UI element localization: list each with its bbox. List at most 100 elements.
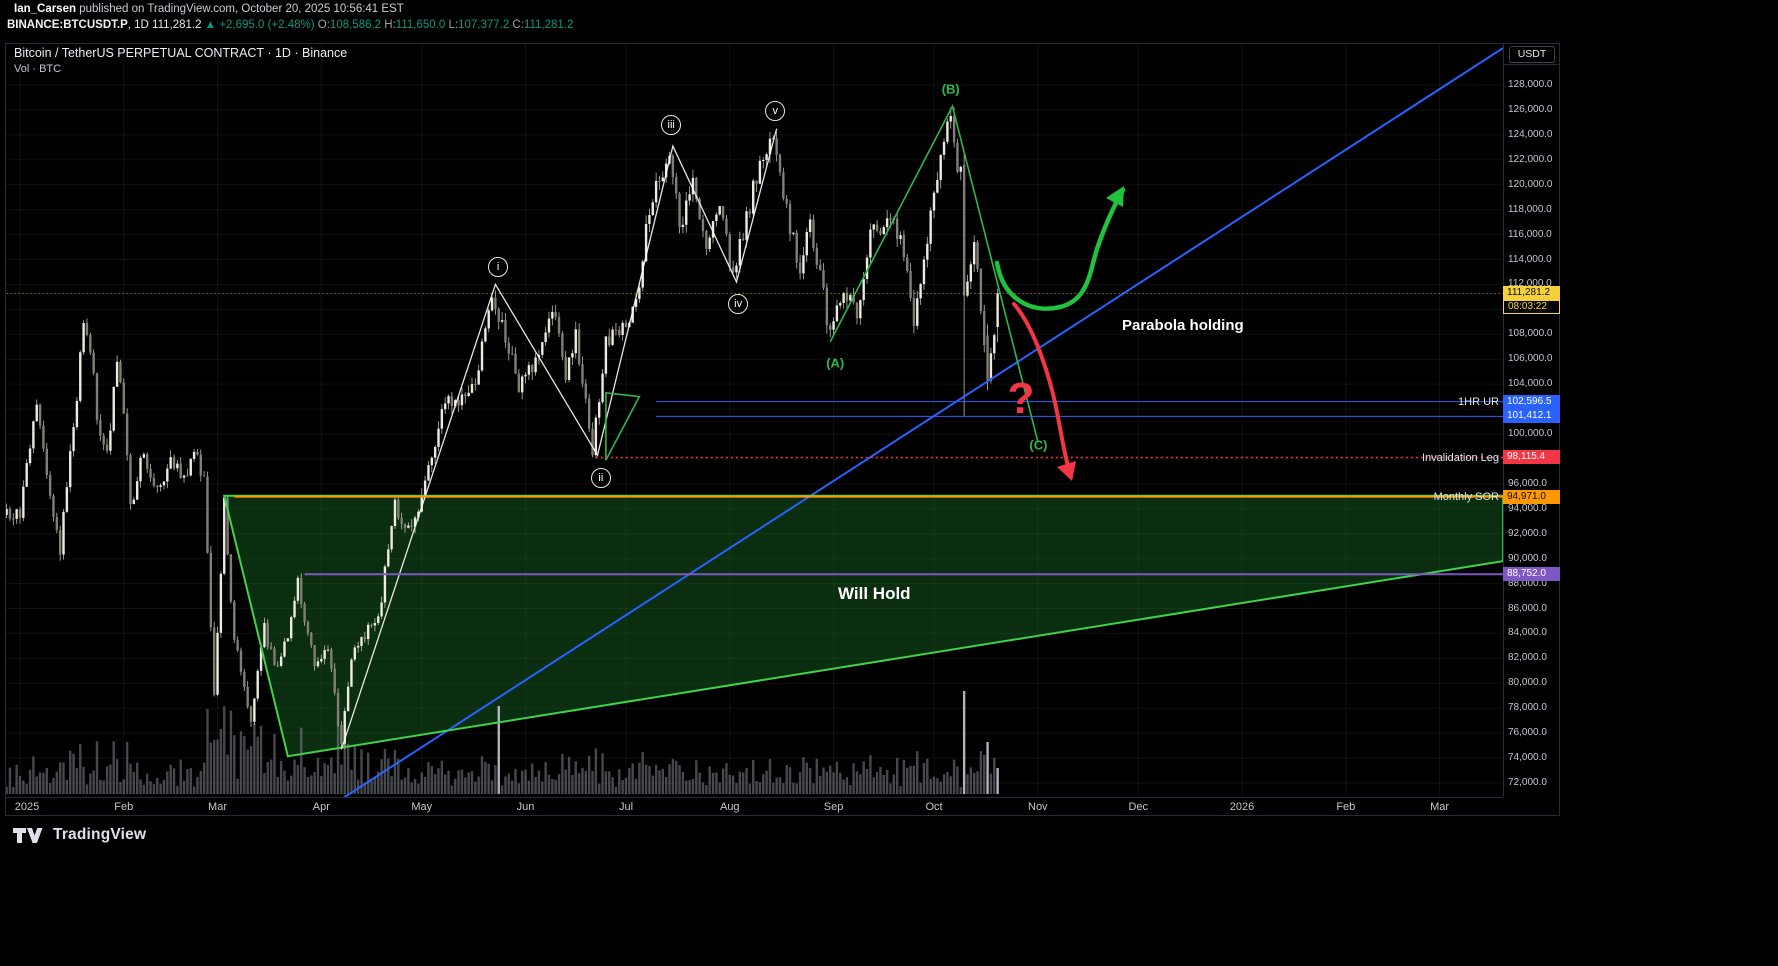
volume-bar bbox=[537, 770, 541, 794]
volume-bar bbox=[276, 776, 279, 794]
volume-bar bbox=[102, 780, 105, 794]
volume-bar bbox=[12, 787, 15, 794]
volume-bar bbox=[510, 780, 514, 794]
candle-body bbox=[109, 430, 112, 451]
ohlc-value: 111,281.2 bbox=[523, 19, 574, 31]
candle-body bbox=[72, 427, 75, 452]
volume-bar bbox=[400, 779, 403, 794]
candles-layer bbox=[5, 107, 999, 750]
volume-bar bbox=[82, 766, 85, 794]
candle-body bbox=[507, 342, 511, 354]
price-tick-label: 96,000.0 bbox=[1508, 477, 1547, 489]
abc-label-A: (A) bbox=[826, 355, 845, 371]
price-tick-label: 88,000.0 bbox=[1508, 577, 1547, 589]
volume-bar bbox=[273, 733, 276, 794]
candle-body bbox=[433, 446, 437, 458]
price-tick-label: 72,000.0 bbox=[1508, 777, 1547, 788]
volume-bar bbox=[711, 772, 715, 794]
volume-bar bbox=[269, 759, 273, 794]
candle-body bbox=[139, 457, 142, 482]
volume-bar bbox=[557, 774, 561, 794]
volume-bar bbox=[571, 775, 574, 794]
volume-bar bbox=[105, 766, 109, 794]
candle-body bbox=[768, 138, 772, 155]
candle-body bbox=[474, 384, 477, 386]
candle-body bbox=[715, 214, 718, 222]
candle-body bbox=[862, 278, 865, 301]
volume-bar bbox=[614, 786, 618, 794]
price-tick-label: 78,000.0 bbox=[1508, 702, 1547, 714]
candle-body bbox=[986, 335, 989, 381]
volume-bar bbox=[226, 754, 229, 794]
volume-bar bbox=[644, 764, 648, 794]
volume-bar bbox=[65, 779, 69, 794]
volume-bar bbox=[872, 777, 875, 794]
volume-bar bbox=[561, 753, 564, 794]
volume-bar bbox=[715, 772, 718, 794]
volume-bar bbox=[28, 769, 32, 794]
candle-body bbox=[226, 497, 229, 555]
candle-body bbox=[249, 706, 253, 722]
candle-body bbox=[721, 206, 725, 219]
volume-bar bbox=[460, 769, 464, 794]
tradingview-logo[interactable]: TradingView bbox=[12, 826, 146, 844]
volume-bar bbox=[487, 763, 490, 794]
volume-bar bbox=[279, 760, 283, 794]
candle-body bbox=[105, 444, 109, 451]
candle-body bbox=[842, 292, 845, 303]
price-tick-label: 116,000.0 bbox=[1508, 228, 1552, 240]
candle-body bbox=[936, 180, 939, 193]
candle-body bbox=[55, 516, 59, 531]
candle-body bbox=[731, 267, 735, 273]
volume-bar bbox=[865, 768, 869, 794]
volume-bar bbox=[534, 776, 537, 794]
candle-body bbox=[95, 373, 99, 421]
price-tick-label: 104,000.0 bbox=[1508, 378, 1553, 390]
candle-body bbox=[289, 617, 293, 639]
volume-bar bbox=[373, 777, 377, 794]
volume-bar bbox=[433, 773, 437, 794]
candle-body bbox=[681, 224, 685, 228]
volume-bar bbox=[69, 750, 72, 794]
volume-bar bbox=[993, 757, 996, 794]
volume-bar bbox=[531, 763, 534, 794]
level-badge-98115: 98,115.4 bbox=[1503, 450, 1560, 465]
price-tick-label: 74,000.0 bbox=[1508, 752, 1547, 764]
candle-body bbox=[534, 357, 537, 373]
volume-bar bbox=[437, 768, 440, 794]
volume-bar bbox=[808, 768, 812, 794]
candle-body bbox=[865, 257, 869, 279]
candle-body bbox=[273, 648, 276, 666]
volume-bar bbox=[721, 768, 725, 794]
volume-bar bbox=[725, 763, 728, 794]
level-badge-94971: 94,971.0 bbox=[1503, 489, 1560, 504]
time-scale[interactable] bbox=[5, 797, 1503, 816]
volume-bar bbox=[527, 780, 531, 794]
volume-bar bbox=[125, 741, 129, 794]
price-tick-label: 86,000.0 bbox=[1508, 602, 1547, 614]
volume-bar bbox=[648, 765, 651, 794]
candle-body bbox=[608, 336, 611, 345]
volume-bar bbox=[500, 785, 504, 794]
candle-body bbox=[698, 199, 701, 220]
volume-bar bbox=[109, 764, 112, 794]
candle-body bbox=[296, 577, 300, 601]
volume-bar bbox=[313, 772, 316, 794]
candle-body bbox=[798, 262, 802, 274]
volume-bar bbox=[243, 736, 246, 794]
volume-bar bbox=[38, 772, 42, 794]
volume-bar bbox=[976, 771, 979, 794]
volume-bar bbox=[430, 766, 434, 794]
candle-body bbox=[976, 242, 979, 269]
candle-body bbox=[654, 180, 658, 203]
elliott-wave-zigzag bbox=[340, 128, 778, 750]
volume-bar bbox=[236, 778, 239, 794]
candle-body bbox=[845, 292, 849, 301]
candle-body bbox=[447, 396, 450, 404]
candle-body bbox=[849, 294, 852, 301]
candle-body bbox=[216, 632, 219, 695]
candle-body bbox=[521, 376, 524, 393]
currency-toggle-button[interactable]: USDT bbox=[1509, 46, 1555, 63]
volume-bar bbox=[705, 784, 708, 794]
